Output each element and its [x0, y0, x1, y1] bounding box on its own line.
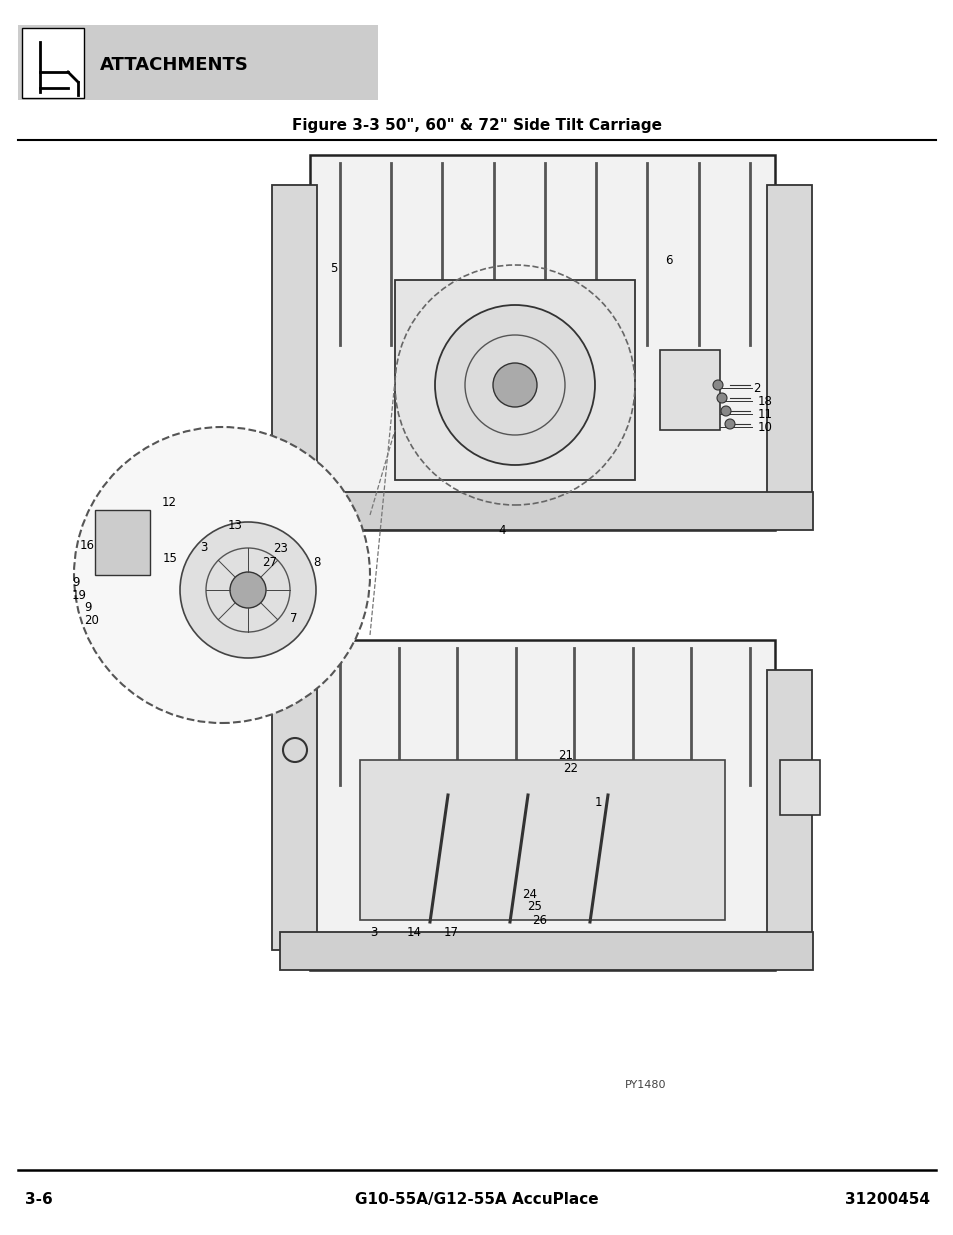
Text: 7: 7 — [290, 611, 297, 625]
Text: 27: 27 — [262, 556, 276, 568]
Text: 8: 8 — [313, 556, 320, 568]
Text: 20: 20 — [84, 614, 99, 626]
Text: 25: 25 — [526, 900, 541, 914]
Text: 18: 18 — [758, 394, 772, 408]
Circle shape — [720, 406, 730, 416]
Bar — [280, 932, 812, 969]
Bar — [95, 510, 150, 576]
Bar — [310, 156, 774, 530]
Bar — [359, 760, 724, 920]
Text: 16: 16 — [80, 538, 95, 552]
Text: 12: 12 — [162, 495, 177, 509]
Text: 13: 13 — [228, 519, 243, 531]
Circle shape — [493, 363, 537, 408]
Circle shape — [724, 419, 734, 429]
Bar — [18, 25, 377, 100]
Text: 6: 6 — [664, 253, 672, 267]
Text: 14: 14 — [407, 925, 421, 939]
Text: 3-6: 3-6 — [25, 1193, 52, 1208]
Circle shape — [435, 305, 595, 466]
Text: 15: 15 — [163, 552, 177, 564]
Text: 26: 26 — [532, 914, 546, 926]
Bar — [766, 185, 811, 510]
Circle shape — [74, 427, 370, 722]
Bar — [780, 760, 820, 815]
Text: 3: 3 — [370, 925, 377, 939]
Text: G10-55A/G12-55A AccuPlace: G10-55A/G12-55A AccuPlace — [355, 1193, 598, 1208]
Circle shape — [230, 572, 266, 608]
Bar — [395, 280, 635, 480]
Bar — [766, 671, 811, 950]
Text: 9: 9 — [84, 600, 91, 614]
Text: 19: 19 — [71, 589, 87, 601]
Bar — [272, 185, 316, 510]
Text: 11: 11 — [758, 408, 772, 420]
Text: 21: 21 — [558, 748, 573, 762]
Bar — [280, 492, 812, 530]
Text: 23: 23 — [273, 541, 288, 555]
Circle shape — [180, 522, 315, 658]
Circle shape — [717, 393, 726, 403]
Text: 2: 2 — [752, 382, 760, 394]
Text: 1: 1 — [595, 795, 602, 809]
Text: 31200454: 31200454 — [844, 1193, 929, 1208]
Text: 22: 22 — [562, 762, 578, 774]
Bar — [310, 640, 774, 969]
Text: PY1480: PY1480 — [624, 1079, 666, 1091]
Text: 4: 4 — [497, 524, 505, 536]
Text: 10: 10 — [758, 420, 772, 433]
Text: 17: 17 — [443, 925, 458, 939]
Text: 3: 3 — [200, 541, 207, 553]
Circle shape — [712, 380, 722, 390]
Text: 24: 24 — [521, 888, 537, 900]
Text: ATTACHMENTS: ATTACHMENTS — [100, 56, 249, 74]
Text: 9: 9 — [71, 576, 79, 589]
Text: 5: 5 — [330, 262, 337, 274]
Text: Figure 3-3 50", 60" & 72" Side Tilt Carriage: Figure 3-3 50", 60" & 72" Side Tilt Carr… — [292, 117, 661, 132]
Bar — [659, 350, 720, 430]
Bar — [22, 28, 84, 98]
Bar — [272, 671, 316, 950]
